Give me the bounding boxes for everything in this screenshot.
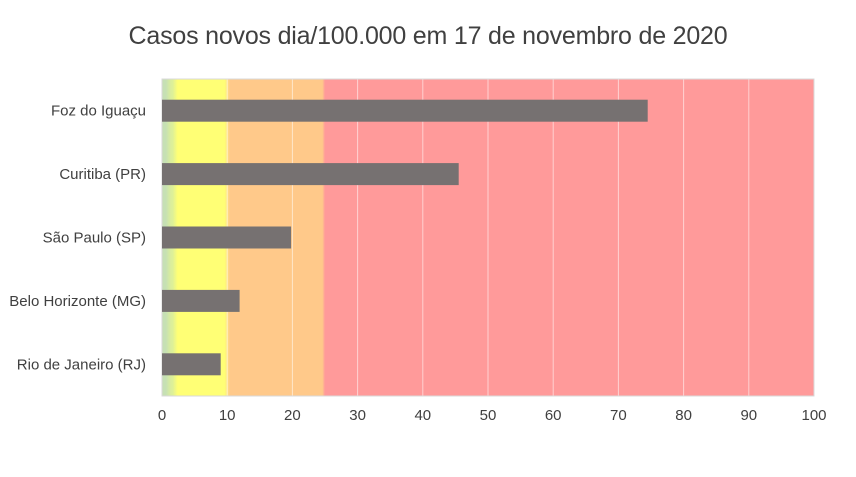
bar-2 [162, 163, 459, 186]
x-tick-label-70: 70 [610, 407, 627, 424]
bar-5 [162, 353, 221, 376]
x-tick-label-100: 100 [801, 407, 826, 424]
bar-1 [162, 99, 648, 122]
category-label-3: São Paulo (SP) [43, 230, 146, 247]
x-tick-label-80: 80 [675, 407, 692, 424]
category-label-5: Rio de Janeiro (RJ) [17, 356, 146, 373]
x-tick-label-30: 30 [349, 407, 366, 424]
x-tick-label-90: 90 [740, 407, 757, 424]
x-tick-label-0: 0 [158, 407, 166, 424]
bar-3 [162, 226, 292, 249]
category-labels: Foz do Iguaçu Curitiba (PR) São Paulo (SP)… [9, 103, 146, 374]
x-tick-label-10: 10 [219, 407, 236, 424]
x-tick-label-60: 60 [545, 407, 562, 424]
bars [162, 99, 648, 376]
x-tick-label-40: 40 [414, 407, 431, 424]
bar-4 [162, 289, 240, 312]
category-label-4: Belo Horizonte (MG) [9, 293, 146, 310]
category-label-2: Curitiba (PR) [59, 166, 146, 183]
chart-title: Casos novos dia/100.000 em 17 de novembr… [128, 22, 728, 50]
x-tick-label-20: 20 [284, 407, 301, 424]
x-axis-ticks: 0 10 20 30 40 50 60 70 80 90 100 [158, 407, 827, 424]
x-tick-label-50: 50 [480, 407, 497, 424]
category-label-1: Foz do Iguaçu [51, 103, 146, 120]
